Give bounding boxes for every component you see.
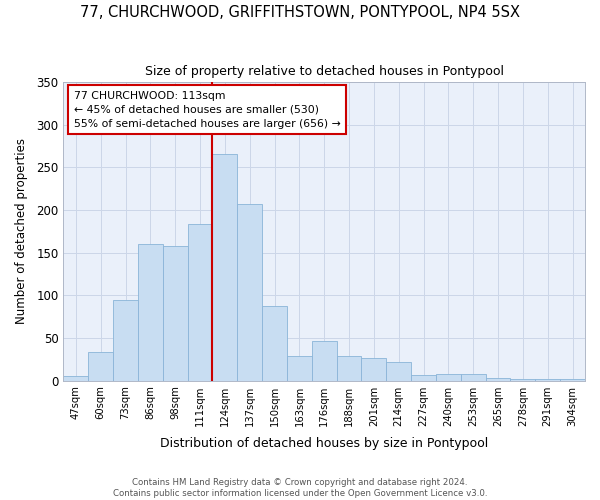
Bar (511, 379, 535, 380)
Text: 77, CHURCHWOOD, GRIFFITHSTOWN, PONTYPOOL, NP4 5SX: 77, CHURCHWOOD, GRIFFITHSTOWN, PONTYPOOL… (80, 5, 520, 20)
Bar (163, 246, 188, 380)
Bar (237, 204, 262, 380)
Bar (88, 352, 113, 380)
Bar (113, 300, 138, 380)
Y-axis label: Number of detached properties: Number of detached properties (15, 138, 28, 324)
Bar (188, 224, 212, 380)
Bar (312, 340, 337, 380)
Bar (262, 306, 287, 380)
Bar (212, 154, 237, 380)
Bar (337, 356, 361, 380)
Bar (138, 244, 163, 380)
Bar (64, 376, 88, 380)
Bar (361, 358, 386, 380)
Title: Size of property relative to detached houses in Pontypool: Size of property relative to detached ho… (145, 65, 504, 78)
Text: Contains HM Land Registry data © Crown copyright and database right 2024.
Contai: Contains HM Land Registry data © Crown c… (113, 478, 487, 498)
Bar (287, 356, 312, 380)
Bar (560, 379, 585, 380)
Bar (411, 374, 436, 380)
Bar (461, 374, 485, 380)
Bar (436, 374, 461, 380)
Bar (535, 379, 560, 380)
Bar (485, 378, 511, 380)
Text: 77 CHURCHWOOD: 113sqm
← 45% of detached houses are smaller (530)
55% of semi-det: 77 CHURCHWOOD: 113sqm ← 45% of detached … (74, 91, 341, 129)
X-axis label: Distribution of detached houses by size in Pontypool: Distribution of detached houses by size … (160, 437, 488, 450)
Bar (386, 362, 411, 380)
